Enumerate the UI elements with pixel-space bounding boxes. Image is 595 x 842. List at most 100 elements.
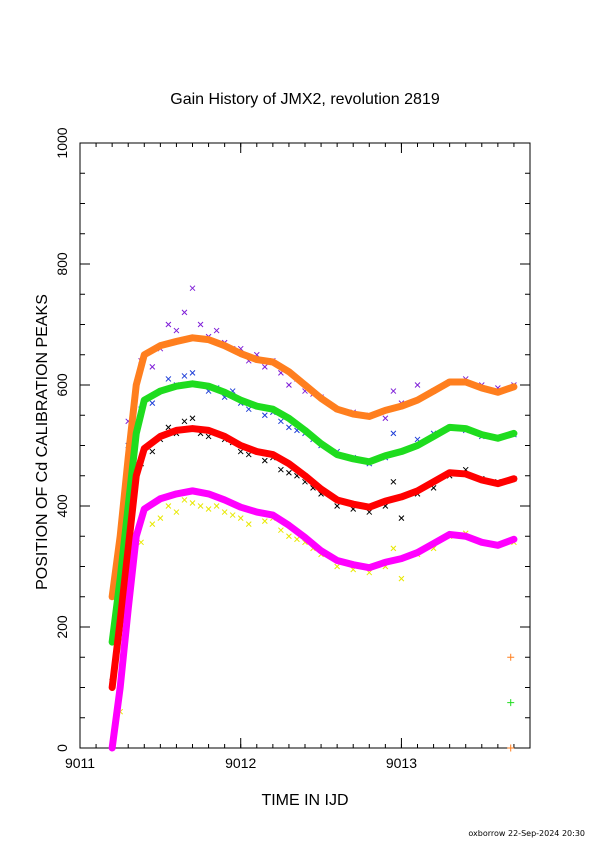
series-4-point	[344, 409, 351, 416]
series-6-point	[385, 497, 392, 504]
series-4-point	[377, 409, 383, 416]
series-6-point	[113, 651, 120, 658]
series-4-point	[476, 384, 483, 391]
series-4-point	[371, 411, 378, 418]
series-3-point	[181, 497, 188, 503]
series-7-point	[253, 509, 260, 516]
series-5-point	[382, 452, 389, 459]
series-6-point	[347, 500, 354, 507]
series-3-point-stroke	[390, 545, 397, 552]
series-3-point	[286, 533, 292, 540]
series-7-point	[360, 563, 367, 570]
series-5-point	[462, 425, 469, 432]
series-0-point	[197, 321, 204, 328]
series-4-point	[486, 387, 493, 394]
axis-ticks: 9011 9012 9013 0 200 400 600 800 1000	[54, 127, 530, 771]
series-5-point	[256, 403, 263, 410]
series-5-line	[108, 380, 518, 646]
series-5-point	[406, 445, 413, 452]
series-0-point-stroke	[390, 388, 397, 394]
series-4-point	[131, 394, 138, 401]
series-5-point	[366, 458, 373, 465]
series-7-point	[387, 558, 394, 565]
series-6-point	[264, 450, 271, 457]
series-6-point	[401, 492, 408, 499]
series-0-point	[382, 415, 389, 422]
series-6-point	[377, 500, 383, 507]
series-6-point	[111, 662, 118, 669]
series-6-point	[114, 640, 121, 647]
series-4-point	[235, 349, 242, 356]
series-6-point	[473, 474, 480, 481]
series-6-point	[134, 468, 141, 475]
series-6-point	[256, 449, 263, 456]
series-0-point	[173, 327, 180, 334]
series-4-point	[339, 407, 346, 414]
series-3-point-stroke	[173, 509, 180, 515]
series-7-point	[189, 487, 196, 494]
series-7-point	[240, 505, 247, 512]
series-3-point-stroke	[245, 521, 252, 528]
series-4-point	[409, 399, 416, 406]
series-7-point	[261, 510, 268, 517]
series-4-point	[390, 405, 397, 412]
x-tick-label: 9013	[386, 755, 417, 771]
series-7-point	[221, 496, 228, 503]
series-7-point	[366, 564, 373, 571]
series-6-point	[216, 431, 223, 438]
series-7-point	[227, 499, 233, 506]
series-2-point-stroke	[286, 469, 292, 476]
series-6-point	[492, 480, 499, 487]
series-5-point	[363, 458, 370, 465]
series-3-point-stroke	[398, 575, 405, 582]
series-6-point	[374, 501, 381, 508]
series-7-point	[131, 545, 138, 552]
series-6-point	[358, 502, 365, 509]
footer-stamp: oxborrow 22-Sep-2024 20:30	[468, 829, 585, 838]
series-5-point	[387, 451, 394, 458]
reference-mark-1	[507, 699, 515, 707]
series-7-point	[139, 510, 146, 517]
series-7-point	[184, 488, 191, 495]
series-2-point	[149, 448, 156, 455]
series-7-point	[259, 510, 266, 517]
series-5-point	[253, 403, 260, 410]
series-2-point	[334, 503, 340, 509]
series-4-point	[494, 389, 501, 396]
series-7-point	[342, 559, 349, 566]
series-4-point	[502, 386, 509, 393]
series-5-point	[502, 432, 509, 439]
series-5-point	[157, 388, 164, 395]
series-5-point	[505, 432, 512, 439]
series-5-point	[465, 426, 472, 433]
series-7-point	[465, 534, 472, 541]
series-3-point-stroke	[278, 527, 284, 534]
series-3-point	[221, 509, 228, 515]
series-1-point-stroke	[149, 400, 156, 407]
series-5-point	[224, 390, 231, 397]
series-7-point	[264, 511, 271, 518]
series-7-point	[137, 519, 144, 526]
series-5-point	[229, 393, 236, 400]
series-1-point-stroke	[278, 418, 284, 425]
series-5-point	[481, 432, 488, 439]
series-2-point	[278, 466, 284, 473]
series-7-point	[398, 555, 405, 562]
series-2-point-stroke	[149, 448, 156, 455]
series-4-point	[221, 342, 228, 349]
series-7-point	[339, 558, 346, 565]
series-7-point	[162, 494, 169, 501]
series-7-point	[251, 508, 258, 515]
series-5-point	[478, 431, 485, 438]
series-7-point	[181, 489, 188, 496]
series-5-point	[401, 447, 408, 454]
series-4-point	[216, 340, 223, 347]
series-4-point	[165, 340, 172, 347]
series-7-point	[208, 491, 215, 498]
series-5-point	[232, 394, 239, 401]
series-5-point	[334, 451, 341, 458]
series-3-point-stroke	[229, 512, 236, 518]
series-7-point	[245, 506, 252, 513]
series-6-point	[133, 472, 140, 479]
